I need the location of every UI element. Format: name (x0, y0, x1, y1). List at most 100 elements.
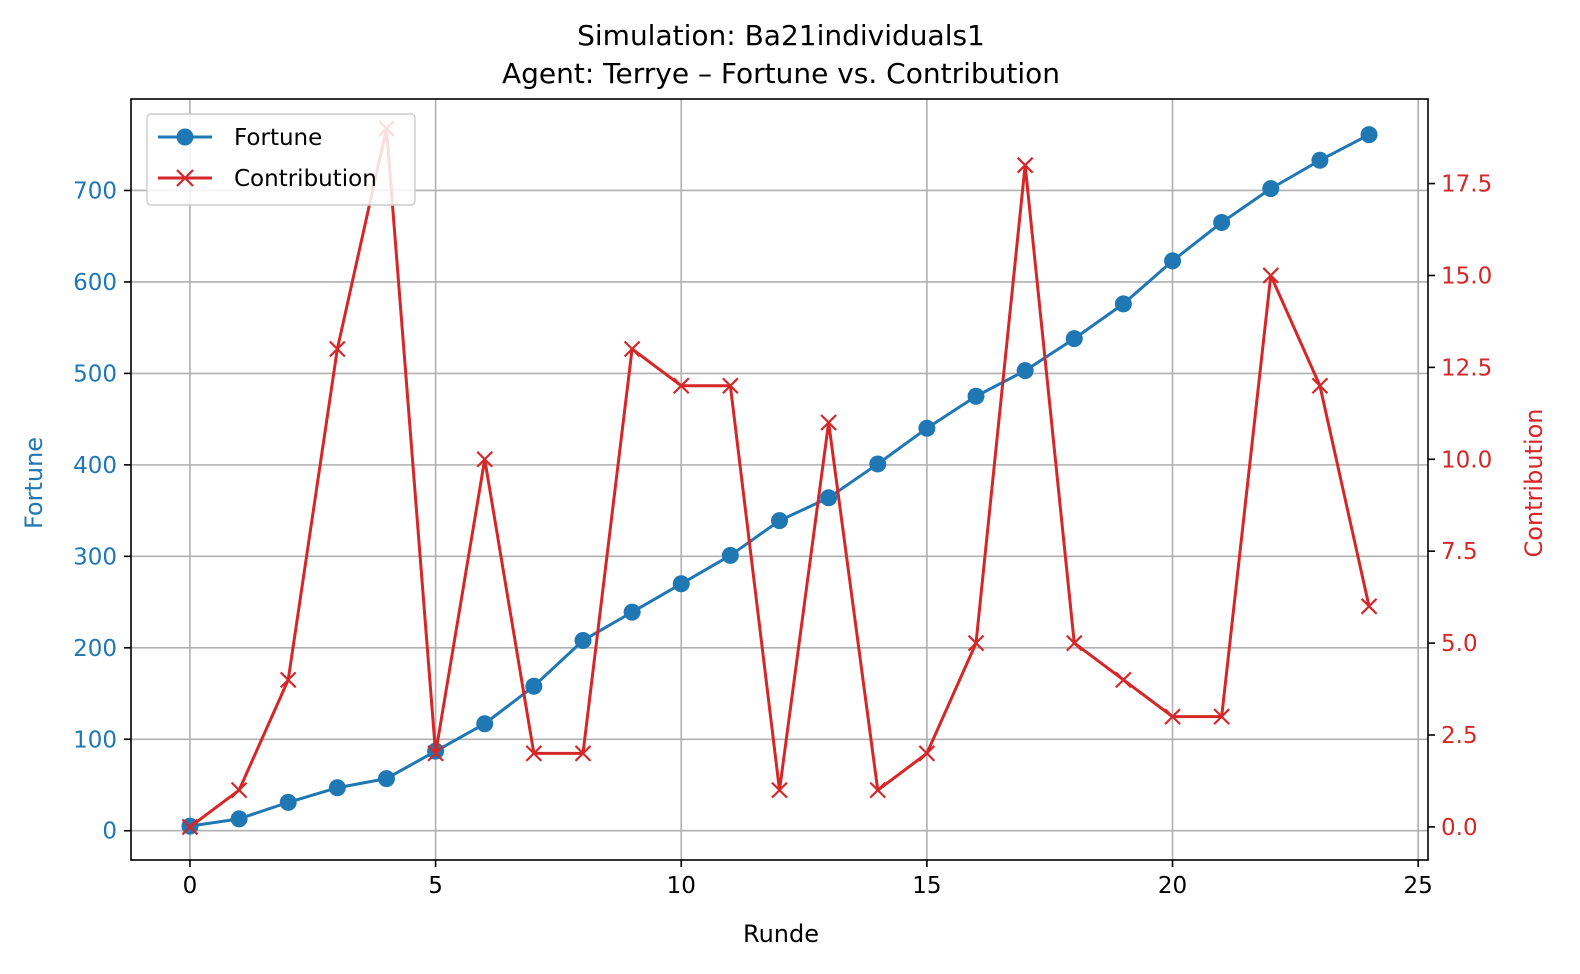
contribution-marker-stroke (918, 745, 936, 762)
fortune-data-point (771, 512, 788, 530)
contribution-data-point (1213, 708, 1230, 725)
right-y-tick-label: 12.5 (1441, 355, 1492, 381)
fortune-data-point (820, 489, 838, 507)
fortune-data-point (230, 810, 248, 828)
contribution-data-point (525, 745, 543, 762)
contribution-marker-stroke (427, 745, 444, 762)
contribution-marker-stroke (279, 671, 297, 689)
contribution-data-point (967, 634, 985, 652)
left-y-tick-label: 500 (73, 361, 117, 387)
left-y-axis-label: Fortune (20, 437, 48, 529)
legend-contribution-label: Contribution (234, 166, 377, 192)
contribution-marker-stroke (574, 745, 592, 762)
fortune-data-point (1360, 126, 1378, 144)
contribution-data-point (1360, 598, 1378, 615)
fortune-data-point (476, 715, 494, 733)
contribution-data-point (1311, 377, 1329, 395)
contribution-marker-stroke (672, 377, 690, 395)
fortune-data-point (1262, 180, 1280, 198)
x-tick-label: 20 (1158, 873, 1187, 899)
contribution-data-point (771, 781, 788, 799)
contribution-data-point (1016, 156, 1034, 174)
fortune-data-point (623, 603, 641, 621)
x-tick-label: 0 (183, 873, 198, 899)
contribution-data-point (1164, 708, 1181, 725)
contribution-data-point (672, 377, 690, 395)
right-y-tick-label: 17.5 (1441, 172, 1492, 198)
contribution-data-point (722, 377, 739, 395)
x-tick-label: 15 (912, 873, 941, 899)
left-y-tick-label: 700 (73, 178, 117, 204)
fortune-data-point (525, 677, 543, 695)
contribution-data-point (1115, 671, 1132, 689)
contribution-marker-stroke (771, 781, 788, 799)
contribution-data-point (918, 745, 936, 762)
legend-fortune-marker (176, 128, 194, 146)
contribution-series-line (189, 126, 1371, 829)
right-y-axis-label: Contribution (1520, 408, 1548, 557)
contribution-marker-stroke (329, 340, 346, 358)
grid-layer (131, 99, 1428, 860)
contribution-marker-stroke (967, 634, 985, 652)
contribution-data-point (230, 781, 248, 799)
plot-frame (130, 98, 1429, 861)
contribution-data-point (181, 818, 199, 836)
fortune-data-point (377, 770, 395, 788)
fortune-data-point (1213, 213, 1231, 231)
contribution-marker-stroke (1360, 598, 1378, 615)
contribution-marker-stroke (820, 414, 837, 431)
chart-subtitle: Agent: Terrye – Fortune vs. Contribution (502, 57, 1060, 90)
fortune-data-point (721, 546, 739, 564)
fortune-data-point (672, 575, 690, 593)
contribution-data-point (1065, 634, 1083, 652)
contribution-data-point (427, 745, 444, 762)
fortune-data-point (918, 419, 936, 437)
series-layer (181, 120, 1378, 836)
fortune-data-point (1311, 151, 1329, 169)
x-tick-label: 25 (1404, 873, 1433, 899)
x-tick-label: 5 (428, 873, 443, 899)
left-y-tick-label: 300 (73, 544, 117, 570)
fortune-data-point (1016, 362, 1034, 380)
left-y-tick-label: 200 (73, 636, 117, 662)
contribution-marker-stroke (722, 377, 739, 395)
contribution-marker-stroke (230, 781, 248, 799)
left-y-tick-label: 100 (73, 727, 117, 753)
contribution-marker-stroke (476, 451, 494, 468)
legend-contribution-marker (176, 169, 194, 187)
fortune-series-line (189, 133, 1370, 828)
fortune-data-point (1164, 252, 1182, 270)
contribution-marker-stroke (1164, 708, 1181, 725)
contribution-data-point (476, 451, 494, 468)
contribution-marker-stroke (181, 818, 199, 836)
x-tick-label: 10 (667, 873, 696, 899)
fortune-data-point (967, 387, 985, 405)
contribution-data-point (279, 671, 297, 689)
contribution-marker-stroke (1115, 671, 1132, 689)
fortune-data-point (328, 779, 346, 797)
right-y-tick-label: 15.0 (1441, 263, 1492, 289)
fortune-data-point (574, 631, 592, 649)
contribution-data-point (869, 781, 887, 799)
contribution-marker-stroke (1311, 377, 1329, 395)
legend-box (146, 113, 416, 206)
right-y-tick-label: 2.5 (1441, 723, 1478, 749)
contribution-data-point (329, 340, 346, 358)
contribution-data-point (574, 745, 592, 762)
contribution-marker-stroke (1213, 708, 1230, 725)
right-y-tick-label: 7.5 (1441, 539, 1478, 565)
left-y-tick-label: 400 (73, 453, 117, 479)
fortune-data-point (869, 455, 887, 473)
contribution-marker-stroke (623, 340, 641, 358)
left-y-tick-label: 600 (73, 270, 117, 296)
right-y-tick-label: 5.0 (1441, 631, 1478, 657)
fortune-data-point (1114, 295, 1132, 313)
contribution-data-point (1262, 267, 1280, 284)
fortune-data-point (1065, 330, 1083, 348)
contribution-marker-stroke (1262, 267, 1280, 284)
contribution-marker-stroke (869, 781, 887, 799)
x-axis-label: Runde (743, 920, 819, 948)
chart-title: Simulation: Ba21individuals1 (577, 19, 985, 52)
